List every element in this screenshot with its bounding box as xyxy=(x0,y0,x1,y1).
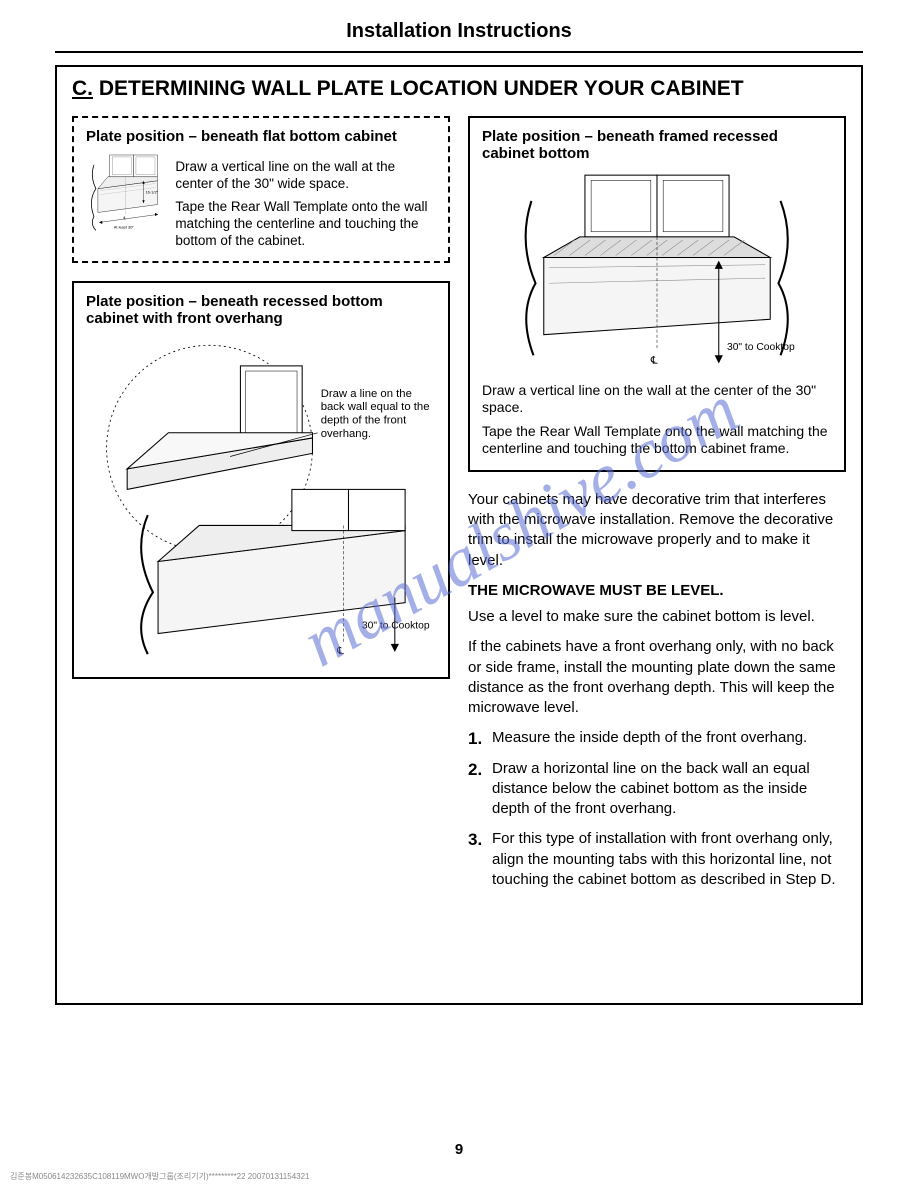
body-p3: If the cabinets have a front overhang on… xyxy=(468,637,846,718)
section-title-text: DETERMINING WALL PLATE LOCATION UNDER YO… xyxy=(99,77,744,100)
section-heading: C. DETERMINING WALL PLATE LOCATION UNDER… xyxy=(72,77,846,101)
steps-list: Measure the inside depth of the front ov… xyxy=(468,728,846,890)
panel3-title: Plate position – beneath recessed bottom… xyxy=(86,293,436,327)
svg-text:30" to Cooktop: 30" to Cooktop xyxy=(727,342,795,353)
step-1: Measure the inside depth of the front ov… xyxy=(468,728,846,748)
panel-recessed-overhang: Plate position – beneath recessed bottom… xyxy=(72,281,450,678)
svg-text:At least 30": At least 30" xyxy=(114,224,135,229)
svg-text:℄: ℄ xyxy=(123,216,127,221)
panel2-text1: Draw a vertical line on the wall at the … xyxy=(482,382,832,417)
two-column-layout: Plate position – beneath flat bottom cab… xyxy=(72,116,846,900)
section-letter: C. xyxy=(72,77,93,100)
body-p1: Your cabinets may have decorative trim t… xyxy=(468,490,846,571)
panel1-text1: Draw a vertical line on the wall at the … xyxy=(175,159,436,193)
panel2-text2: Tape the Rear Wall Template onto the wal… xyxy=(482,423,832,458)
diagram-flat-bottom: 16-1/2" At least 30" ℄ xyxy=(86,153,165,232)
svg-text:℄: ℄ xyxy=(336,646,344,657)
right-column: Plate position – beneath framed recessed… xyxy=(468,116,846,900)
panel2-title: Plate position – beneath framed recessed… xyxy=(482,128,832,162)
panel-flat-bottom: Plate position – beneath flat bottom cab… xyxy=(72,116,450,263)
svg-text:℄: ℄ xyxy=(650,356,658,367)
panel-framed-recessed: Plate position – beneath framed recessed… xyxy=(468,116,846,472)
panel3-callout: Draw a line on the back wall equal to th… xyxy=(321,388,433,440)
panel1-text2: Tape the Rear Wall Template onto the wal… xyxy=(175,199,436,250)
body-text: Your cabinets may have decorative trim t… xyxy=(468,490,846,900)
page-number: 9 xyxy=(0,1141,918,1158)
diagram-framed-recessed: ℄ 30" to Cooktop xyxy=(482,170,832,376)
svg-text:30" to Cooktop: 30" to Cooktop xyxy=(362,621,430,632)
diagram-overhang: Draw a line on the back wall equal to th… xyxy=(86,335,436,664)
left-column: Plate position – beneath flat bottom cab… xyxy=(72,116,450,900)
footer-code: 김준봉M050614232635C108119MWO개발그룹(조리기기)****… xyxy=(10,1171,310,1182)
panel1-title: Plate position – beneath flat bottom cab… xyxy=(86,128,436,145)
body-p2: Use a level to make sure the cabinet bot… xyxy=(468,607,846,627)
step-3: For this type of installation with front… xyxy=(468,829,846,890)
main-content-frame: C. DETERMINING WALL PLATE LOCATION UNDER… xyxy=(55,65,863,1005)
step-2: Draw a horizontal line on the back wall … xyxy=(468,759,846,820)
svg-text:16-1/2": 16-1/2" xyxy=(145,189,158,194)
document-title: Installation Instructions xyxy=(55,20,863,53)
body-heading: THE MICROWAVE MUST BE LEVEL. xyxy=(468,581,846,601)
